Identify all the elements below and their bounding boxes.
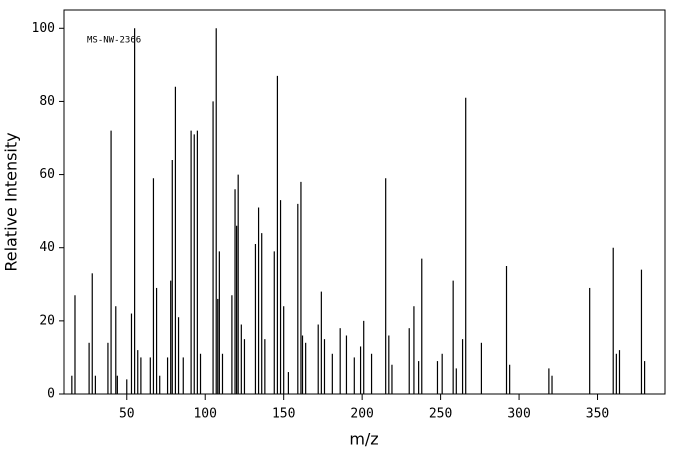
x-tick-label: 100	[193, 407, 216, 422]
x-tick-label: 150	[272, 407, 295, 422]
y-tick-label: 20	[39, 313, 55, 328]
y-tick-label: 0	[47, 387, 55, 402]
x-tick-label: 300	[507, 407, 530, 422]
y-tick-label: 80	[39, 94, 55, 109]
x-tick-label: 50	[119, 407, 135, 422]
x-tick-label: 350	[586, 407, 609, 422]
y-tick-label: 100	[32, 21, 55, 36]
y-tick-label: 60	[39, 167, 55, 182]
y-axis-label: Relative Intensity	[2, 132, 21, 271]
y-tick-label: 40	[39, 240, 55, 255]
plot-frame	[63, 9, 666, 395]
x-tick-label: 200	[350, 407, 373, 422]
annotation: MS-NW-2366	[87, 36, 141, 46]
x-tick-label: 250	[429, 407, 452, 422]
x-axis-label: m/z	[349, 430, 378, 449]
